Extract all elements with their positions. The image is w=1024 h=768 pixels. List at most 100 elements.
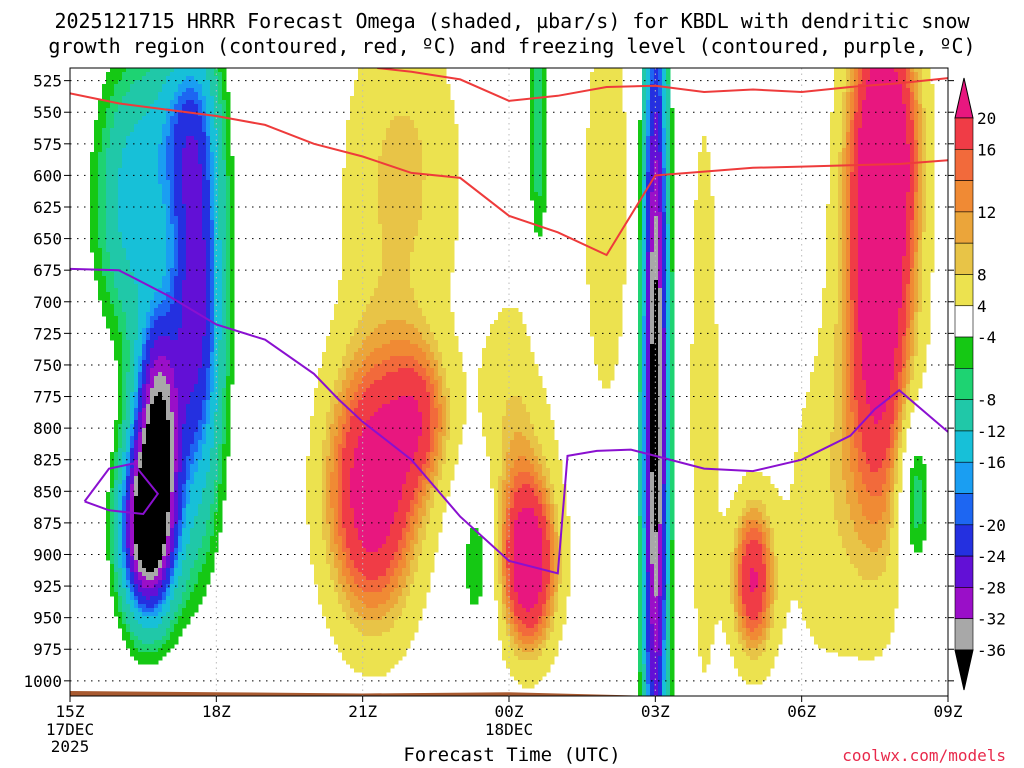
omega-cell xyxy=(166,412,171,417)
omega-cell xyxy=(166,496,171,501)
omega-cell xyxy=(146,464,151,469)
omega-cell xyxy=(314,424,319,429)
omega-cell xyxy=(198,248,203,253)
omega-cell xyxy=(218,80,223,85)
omega-cell xyxy=(194,340,199,345)
omega-cell xyxy=(134,524,139,529)
omega-cell xyxy=(198,140,203,145)
omega-cell xyxy=(114,424,119,429)
omega-cell xyxy=(178,216,183,221)
omega-cell xyxy=(118,440,123,445)
omega-cell xyxy=(214,108,219,113)
omega-cell xyxy=(122,216,127,221)
omega-cell xyxy=(102,272,107,277)
omega-cell xyxy=(122,68,127,73)
omega-cell xyxy=(210,392,215,397)
omega-cell xyxy=(110,492,115,497)
omega-cell xyxy=(178,96,183,101)
omega-cell xyxy=(130,388,135,393)
omega-cell xyxy=(190,244,195,249)
omega-cell xyxy=(170,560,175,565)
omega-cell xyxy=(122,452,127,457)
omega-cell xyxy=(114,176,119,181)
omega-cell xyxy=(174,288,179,293)
omega-cell xyxy=(90,204,95,209)
omega-cell xyxy=(110,132,115,137)
omega-cell xyxy=(206,292,211,297)
omega-cell xyxy=(218,332,223,337)
omega-cell xyxy=(162,220,167,225)
omega-cell xyxy=(194,480,199,485)
omega-cell xyxy=(166,480,171,485)
omega-cell xyxy=(98,292,103,297)
omega-cell xyxy=(178,544,183,549)
omega-cell xyxy=(210,484,215,489)
omega-cell xyxy=(142,324,147,329)
omega-cell xyxy=(330,520,335,525)
omega-cell xyxy=(122,380,127,385)
omega-cell xyxy=(194,284,199,289)
omega-cell xyxy=(226,256,231,261)
omega-cell xyxy=(334,488,339,493)
omega-cell xyxy=(214,324,219,329)
omega-cell xyxy=(182,152,187,157)
omega-cell xyxy=(210,476,215,481)
omega-cell xyxy=(138,84,143,89)
omega-cell xyxy=(126,380,131,385)
omega-cell xyxy=(206,240,211,245)
omega-cell xyxy=(226,156,231,161)
omega-cell xyxy=(158,328,163,333)
omega-cell xyxy=(130,280,135,285)
omega-cell xyxy=(150,196,155,201)
omega-cell xyxy=(214,360,219,365)
omega-cell xyxy=(122,328,127,333)
omega-cell xyxy=(226,332,231,337)
omega-cell xyxy=(222,144,227,149)
omega-cell xyxy=(202,288,207,293)
omega-cell xyxy=(182,448,187,453)
omega-cell xyxy=(130,144,135,149)
omega-cell xyxy=(150,644,155,649)
omega-cell xyxy=(178,576,183,581)
omega-cell xyxy=(134,492,139,497)
omega-cell xyxy=(230,168,235,173)
omega-cell xyxy=(114,572,119,577)
omega-cell xyxy=(134,256,139,261)
omega-cell xyxy=(154,636,159,641)
omega-cell xyxy=(114,432,119,437)
omega-cell xyxy=(226,212,231,217)
omega-cell xyxy=(338,476,343,481)
omega-cell xyxy=(114,472,119,477)
omega-cell xyxy=(162,72,167,77)
omega-cell xyxy=(130,416,135,421)
omega-cell xyxy=(118,444,123,449)
omega-cell xyxy=(130,176,135,181)
omega-cell xyxy=(198,84,203,89)
omega-cell xyxy=(226,112,231,117)
omega-cell xyxy=(158,600,163,605)
omega-cell xyxy=(342,192,347,197)
omega-cell xyxy=(190,140,195,145)
omega-cell xyxy=(334,468,339,473)
omega-cell xyxy=(190,300,195,305)
omega-cell xyxy=(186,488,191,493)
omega-cell xyxy=(174,560,179,565)
omega-cell xyxy=(138,128,143,133)
omega-cell xyxy=(218,128,223,133)
omega-cell xyxy=(134,356,139,361)
omega-cell xyxy=(190,592,195,597)
omega-cell xyxy=(158,192,163,197)
omega-cell xyxy=(174,548,179,553)
omega-cell xyxy=(106,156,111,161)
omega-cell xyxy=(162,244,167,249)
omega-cell xyxy=(158,116,163,121)
omega-cell xyxy=(166,68,171,73)
omega-cell xyxy=(158,288,163,293)
omega-cell xyxy=(110,164,115,169)
omega-cell xyxy=(226,412,231,417)
omega-cell xyxy=(230,376,235,381)
omega-cell xyxy=(198,524,203,529)
omega-cell xyxy=(102,312,107,317)
omega-cell xyxy=(126,348,131,353)
omega-cell xyxy=(142,304,147,309)
